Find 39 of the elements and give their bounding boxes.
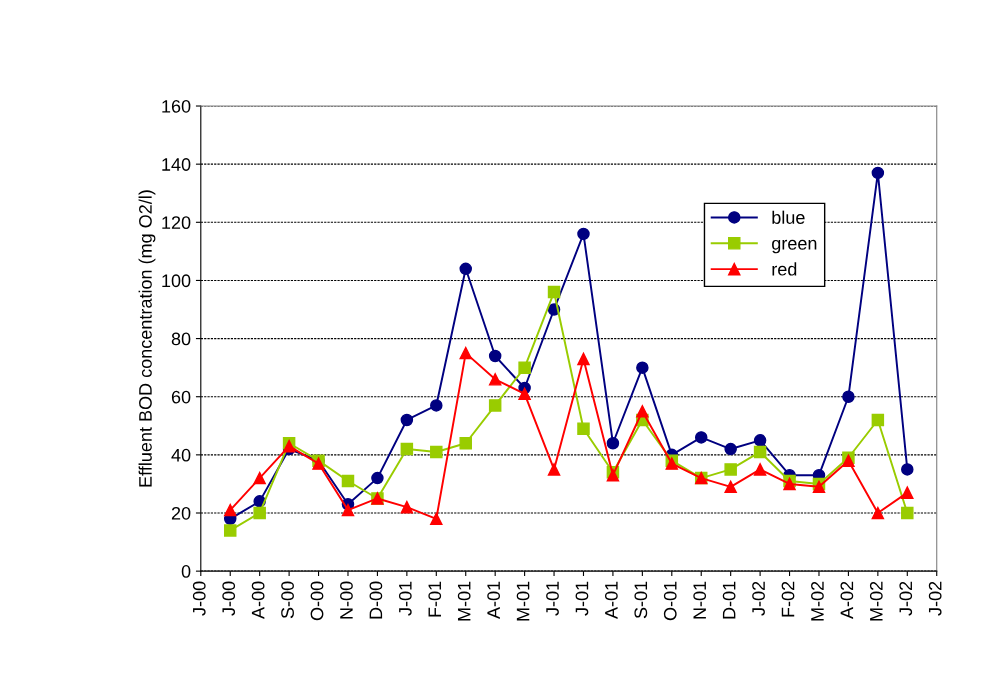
y-tick-label: 80 <box>171 332 191 346</box>
x-tick-label: D-00 <box>369 581 383 619</box>
y-tick-label: 0 <box>181 565 191 578</box>
y-tick-label: 100 <box>162 274 191 288</box>
x-tick-label: A-01 <box>604 581 618 619</box>
y-tick-label: 20 <box>171 506 191 520</box>
legend-label: green <box>772 239 817 254</box>
y-tick-label: 120 <box>162 216 191 230</box>
x-tick-label: A-00 <box>251 581 265 619</box>
x-tick-label: J-01 <box>575 581 589 616</box>
legend-label: red <box>772 262 797 276</box>
y-tick-label: 140 <box>162 158 191 171</box>
x-tick-label: J-01 <box>546 581 559 616</box>
x-tick-label: M-01 <box>516 581 530 621</box>
x-tick-label: N-01 <box>693 581 707 619</box>
x-tick-label: O-01 <box>663 581 677 621</box>
x-tick-label: M-01 <box>457 581 471 621</box>
x-tick-label: O-00 <box>310 581 324 621</box>
y-tick-label: 40 <box>171 448 191 462</box>
x-tick-label: M-02 <box>869 581 883 621</box>
x-tick-label: J-01 <box>398 581 412 616</box>
y-tick-label: 160 <box>162 99 191 113</box>
x-tick-label: J-00 <box>192 581 206 616</box>
x-tick-label: M-02 <box>811 581 824 621</box>
x-tick-label: N-00 <box>340 581 353 619</box>
x-tick-label: J-00 <box>222 581 236 616</box>
y-axis-title: Effluent BOD concentration (mg O2/l) <box>138 190 156 487</box>
y-tick-label: 60 <box>171 390 191 404</box>
x-tick-label: J-02 <box>899 581 913 616</box>
x-tick-label: J-02 <box>752 581 765 616</box>
x-tick-label: S-01 <box>634 581 648 619</box>
x-tick-label: F-01 <box>428 581 442 617</box>
x-tick-label: F-02 <box>781 581 795 617</box>
x-tick-label: J-02 <box>928 581 942 616</box>
legend-label: blue <box>772 210 805 224</box>
x-tick-label: S-00 <box>281 581 294 619</box>
x-tick-label: D-01 <box>722 581 736 619</box>
x-tick-label: A-01 <box>487 581 501 619</box>
x-tick-label: A-02 <box>840 581 854 619</box>
